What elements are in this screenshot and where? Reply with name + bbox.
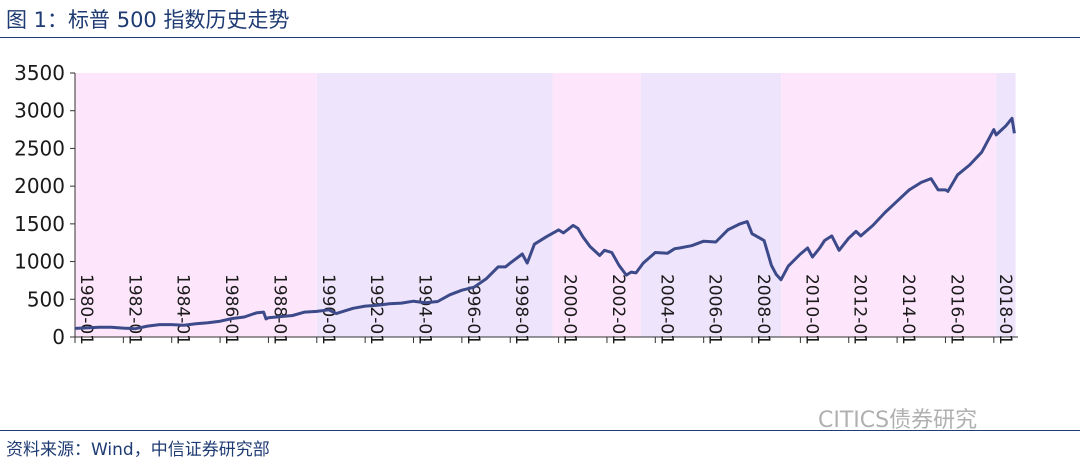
x-tick-label: 1998-01 [511,274,531,345]
x-tick-label: 1984-01 [173,274,193,345]
y-tick-label: 500 [27,287,65,311]
watermark-text: CITICS债券研究 [818,408,978,433]
shaded-band-1 [316,73,553,337]
y-tick-label: 3000 [14,99,65,123]
footer-divider [0,430,1080,431]
x-tick-label: 2014-01 [898,274,918,345]
y-tick-label: 2000 [14,174,65,198]
x-tick-label: 2012-01 [850,274,870,345]
x-tick-label: 1988-01 [269,274,289,345]
x-tick-label: 1986-01 [221,274,241,345]
x-tick-label: 2010-01 [801,274,821,345]
chart-area: 0 500 1000 1500 2000 2500 3000 3500 1980-01 1982… [14,61,1018,349]
x-tick-label: 2016-01 [946,274,966,345]
x-tick-label: 1980-01 [76,274,96,345]
shaded-band-0 [75,73,317,337]
y-tick-label: 0 [52,325,65,349]
source-note: 资料来源：Wind，中信证券研究部 [6,440,270,460]
x-tick-label: 1992-01 [366,274,386,345]
x-tick-label: 2004-01 [656,274,676,345]
title-divider [0,37,1080,38]
shaded-periods [75,73,1016,337]
x-tick-label: 2008-01 [753,274,773,345]
chart-title: 图 1：标普 500 指数历史走势 [6,8,290,32]
shaded-band-5 [996,73,1016,337]
y-tick-label: 1000 [14,250,65,274]
y-tick-label: 2500 [14,136,65,160]
y-tick-label: 3500 [14,61,65,85]
shaded-band-4 [781,73,997,337]
shaded-band-3 [640,73,782,337]
shaded-band-2 [552,73,641,337]
x-tick-label: 2018-01 [995,274,1015,345]
x-tick-label: 1982-01 [124,274,144,345]
x-tick-label: 2002-01 [608,274,628,345]
x-tick-label: 1994-01 [415,274,435,345]
x-tick-label: 2000-01 [560,274,580,345]
x-tick-label: 2006-01 [705,274,725,345]
series-line [74,116,1016,331]
y-tick-label: 1500 [14,212,65,236]
y-axis: 0 500 1000 1500 2000 2500 3000 3500 [14,61,76,349]
x-tick-label: 1996-01 [463,274,483,345]
